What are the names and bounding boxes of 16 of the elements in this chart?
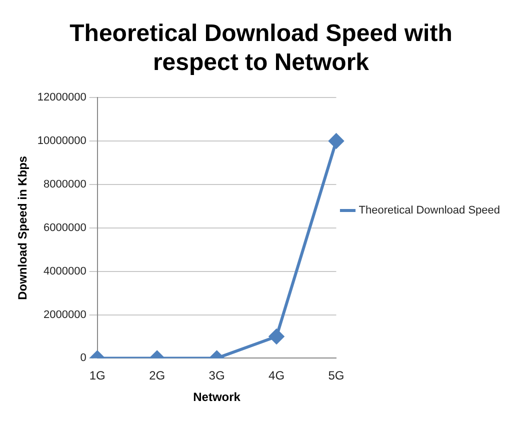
legend-label: Theoretical Download Speed: [358, 204, 500, 217]
y-tick-label: 10000000: [37, 135, 86, 148]
y-tick-label: 2000000: [44, 308, 86, 321]
chart-title: Theoretical Download Speed with respect to Network: [70, 20, 452, 76]
x-tick-label: 5G: [328, 368, 344, 383]
y-tick-label: 6000000: [44, 222, 86, 234]
x-tick-label: 4G: [268, 368, 285, 383]
x-tick-label: 1G: [89, 368, 106, 383]
y-tick-label: 0: [80, 352, 86, 364]
y-tick-label: 4000000: [44, 265, 86, 278]
x-tick-label: 2G: [149, 368, 166, 383]
x-axis-title: Network: [193, 390, 241, 404]
x-tick-label: 3G: [208, 368, 225, 383]
y-axis-title: Download Speed in Kbps: [16, 156, 30, 300]
y-tick-label: 8000000: [44, 178, 86, 190]
y-tick-label: 12000000: [37, 92, 86, 104]
